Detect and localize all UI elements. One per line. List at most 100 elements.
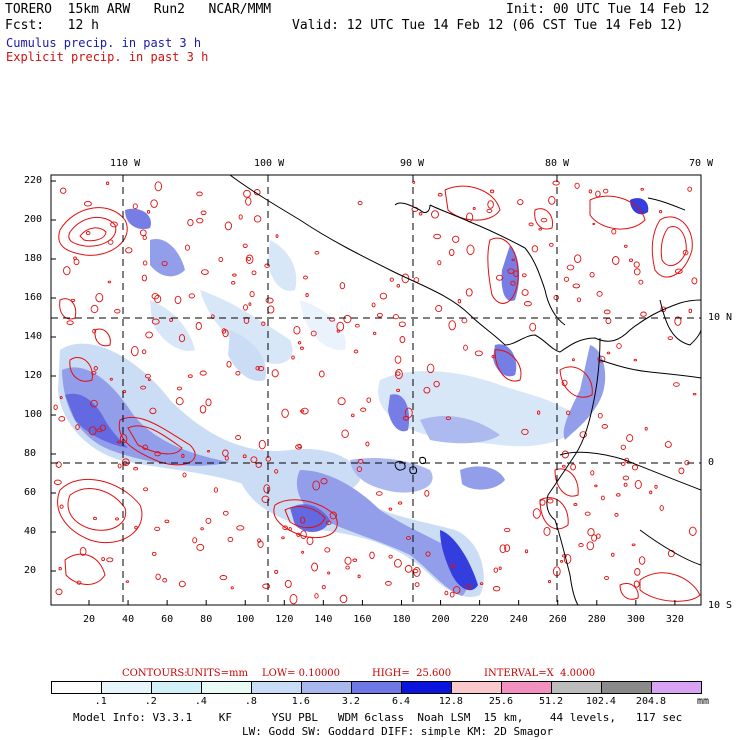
precip-cell xyxy=(487,200,494,209)
precip-cell xyxy=(448,320,456,331)
x-tick-label: 40 xyxy=(122,614,135,625)
precip-cell xyxy=(219,575,228,581)
precip-cell xyxy=(375,491,383,496)
precip-cell xyxy=(318,370,325,378)
precip-cell xyxy=(673,382,680,387)
precip-cell xyxy=(224,221,233,231)
precip-cell xyxy=(600,495,605,501)
precip-cell xyxy=(145,331,153,339)
precip-cell xyxy=(640,187,644,191)
precip-cell xyxy=(242,243,248,248)
precip-cell xyxy=(251,270,257,276)
precip-cell xyxy=(192,537,198,544)
precip-cell xyxy=(154,181,163,192)
precip-cell xyxy=(492,586,501,592)
precip-cell xyxy=(140,385,147,390)
precip-cell xyxy=(452,235,460,243)
precip-cell xyxy=(76,580,82,585)
precip-cell xyxy=(164,519,170,524)
precip-cell xyxy=(633,261,640,268)
precip-cell xyxy=(199,370,207,376)
precip-cell xyxy=(413,566,421,577)
precip-cell xyxy=(188,293,195,299)
precip-cell xyxy=(325,520,332,525)
colorbar xyxy=(51,681,702,694)
precip-cell xyxy=(360,407,367,412)
precip-cell xyxy=(640,311,647,317)
colorbar-swatch xyxy=(552,682,602,693)
precip-cell xyxy=(674,268,683,274)
precip-cell xyxy=(354,323,360,328)
precip-cell xyxy=(257,540,264,548)
precip-cell xyxy=(314,593,319,599)
precip-cell xyxy=(437,260,442,266)
contours-interval: INTERVAL=X 4.0000 xyxy=(484,668,596,679)
colorbar-label: 3.2 xyxy=(341,696,360,707)
map-frame xyxy=(50,174,702,606)
precip-cell xyxy=(402,416,410,421)
precip-cell xyxy=(210,314,215,320)
precip-cell xyxy=(543,526,551,536)
lon-label-90w: 90 W xyxy=(400,158,425,169)
precip-cell xyxy=(517,199,524,206)
precip-cell xyxy=(245,254,254,265)
precip-cell xyxy=(90,399,98,408)
precip-cell xyxy=(53,479,62,485)
precip-cell xyxy=(213,487,219,493)
precip-cell xyxy=(151,293,160,300)
precip-cell xyxy=(236,525,245,531)
precip-cell xyxy=(465,584,472,589)
precip-cell xyxy=(553,295,559,301)
precip-cell xyxy=(125,580,130,583)
precip-cell xyxy=(271,369,279,378)
precip-cell xyxy=(329,511,337,520)
colorbar-label: 51.2 xyxy=(538,696,564,707)
colorbar-swatch xyxy=(352,682,402,693)
contours-units: UNITS=mm xyxy=(186,668,248,679)
precip-cell xyxy=(418,212,423,216)
precip-cell xyxy=(53,404,58,410)
precip-cell xyxy=(523,301,532,307)
precip-cell xyxy=(388,554,393,559)
precip-cell xyxy=(201,269,209,275)
precip-cell xyxy=(321,584,326,590)
precip-cell xyxy=(504,544,511,552)
precip-cell xyxy=(221,328,227,334)
colorbar-label: .8 xyxy=(244,696,257,707)
precip-cell xyxy=(614,512,619,517)
precip-cell xyxy=(263,484,271,494)
precip-cell xyxy=(275,234,279,238)
precip-cell xyxy=(297,341,302,345)
colorbar-swatch xyxy=(202,682,252,693)
precip-cell xyxy=(433,380,440,388)
precip-cell xyxy=(531,245,539,253)
precip-cell xyxy=(604,575,609,581)
precip-cell xyxy=(106,557,114,563)
precip-cell xyxy=(574,254,582,264)
precip-cell xyxy=(548,196,556,205)
precip-cell xyxy=(121,458,130,467)
precip-cell xyxy=(572,283,581,289)
precip-cell xyxy=(205,398,212,407)
precip-cell xyxy=(79,546,87,556)
precip-cell xyxy=(595,190,601,198)
colorbar-label: 204.8 xyxy=(635,696,667,707)
precip-cell xyxy=(63,266,71,276)
precip-cell xyxy=(265,297,274,304)
precip-cell xyxy=(150,199,158,208)
precip-cell xyxy=(59,187,67,194)
precip-cell xyxy=(674,316,682,326)
precip-cell xyxy=(448,248,455,257)
precip-cell xyxy=(301,550,305,554)
precip-cell xyxy=(433,233,442,240)
precip-cell xyxy=(149,407,157,415)
precip-cell xyxy=(343,314,352,324)
precip-cell xyxy=(115,517,119,521)
precip-cell xyxy=(649,490,653,495)
precip-cell xyxy=(119,434,128,444)
precip-cell xyxy=(399,336,406,344)
colorbar-label: 25.6 xyxy=(488,696,513,707)
precip-cell xyxy=(574,182,580,189)
precip-cell xyxy=(195,322,202,331)
contours-low: LOW= 0.10000 xyxy=(262,668,341,679)
